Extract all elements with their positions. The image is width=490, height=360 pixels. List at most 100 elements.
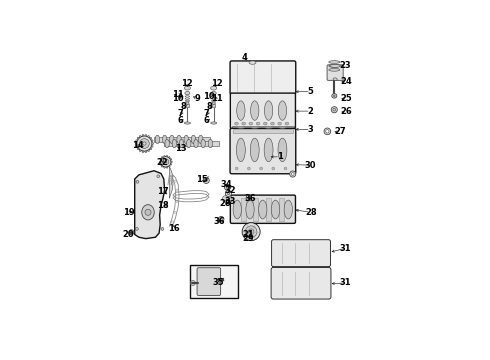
Text: 28: 28 — [220, 199, 231, 208]
FancyBboxPatch shape — [230, 93, 295, 129]
Ellipse shape — [245, 226, 257, 238]
Ellipse shape — [157, 175, 160, 177]
Ellipse shape — [284, 167, 287, 170]
Text: 5: 5 — [308, 87, 314, 96]
Ellipse shape — [235, 167, 238, 170]
Ellipse shape — [235, 122, 238, 125]
Ellipse shape — [237, 101, 245, 120]
Ellipse shape — [278, 138, 287, 162]
Ellipse shape — [333, 108, 336, 111]
Ellipse shape — [151, 140, 153, 141]
Text: 4: 4 — [241, 53, 247, 62]
Text: 33: 33 — [224, 197, 236, 206]
Text: 24: 24 — [340, 77, 352, 86]
Ellipse shape — [264, 122, 267, 125]
Ellipse shape — [224, 184, 231, 190]
Ellipse shape — [271, 200, 280, 219]
FancyBboxPatch shape — [197, 268, 220, 296]
Text: 34: 34 — [220, 180, 232, 189]
Ellipse shape — [219, 216, 224, 222]
Ellipse shape — [136, 145, 137, 147]
Text: 2: 2 — [308, 107, 314, 116]
Text: 6: 6 — [204, 116, 210, 125]
Ellipse shape — [164, 167, 165, 168]
Text: 8: 8 — [180, 103, 186, 112]
Text: 13: 13 — [174, 144, 186, 153]
Text: 19: 19 — [123, 208, 134, 217]
Ellipse shape — [184, 135, 189, 144]
Ellipse shape — [143, 142, 146, 145]
Ellipse shape — [137, 136, 152, 151]
Ellipse shape — [247, 167, 250, 170]
Ellipse shape — [161, 228, 164, 230]
Bar — [186, 104, 189, 107]
Text: 23: 23 — [340, 61, 351, 70]
Ellipse shape — [272, 167, 275, 170]
Text: 22: 22 — [156, 158, 168, 167]
Ellipse shape — [163, 159, 169, 165]
Ellipse shape — [187, 139, 191, 148]
Ellipse shape — [136, 180, 139, 183]
Ellipse shape — [185, 91, 190, 95]
Ellipse shape — [151, 145, 153, 147]
Text: 26: 26 — [340, 107, 352, 116]
Ellipse shape — [203, 177, 209, 184]
Ellipse shape — [150, 138, 151, 139]
Text: 10: 10 — [203, 92, 215, 101]
Ellipse shape — [145, 151, 147, 153]
Ellipse shape — [233, 200, 242, 219]
Ellipse shape — [249, 122, 253, 125]
Text: 25: 25 — [340, 94, 352, 103]
Ellipse shape — [140, 135, 141, 137]
Ellipse shape — [164, 156, 165, 157]
Ellipse shape — [242, 122, 245, 125]
Ellipse shape — [169, 157, 170, 158]
Ellipse shape — [226, 186, 229, 189]
FancyBboxPatch shape — [271, 267, 331, 299]
Ellipse shape — [160, 164, 161, 165]
Ellipse shape — [179, 139, 184, 148]
Text: 16: 16 — [168, 224, 179, 233]
Ellipse shape — [264, 138, 273, 162]
Ellipse shape — [142, 205, 154, 220]
Ellipse shape — [278, 101, 287, 120]
Ellipse shape — [198, 135, 203, 144]
Ellipse shape — [329, 64, 340, 67]
Text: 3: 3 — [308, 125, 314, 134]
Ellipse shape — [194, 139, 198, 148]
Ellipse shape — [285, 122, 289, 125]
Ellipse shape — [246, 195, 252, 201]
Text: 29: 29 — [243, 234, 254, 243]
Bar — [232, 126, 294, 129]
Ellipse shape — [145, 209, 151, 215]
Ellipse shape — [166, 167, 168, 168]
Ellipse shape — [184, 122, 191, 124]
Ellipse shape — [165, 161, 167, 163]
Text: 30: 30 — [305, 161, 317, 170]
Text: 21: 21 — [243, 230, 254, 239]
Ellipse shape — [331, 107, 337, 113]
Text: 15: 15 — [196, 175, 208, 184]
Text: 36: 36 — [214, 217, 225, 226]
Polygon shape — [222, 195, 232, 203]
Text: 28: 28 — [305, 208, 317, 217]
Text: 11: 11 — [172, 90, 184, 99]
Ellipse shape — [260, 167, 263, 170]
Bar — [154, 137, 210, 141]
Ellipse shape — [147, 135, 149, 137]
Ellipse shape — [152, 143, 153, 144]
Bar — [253, 198, 258, 221]
FancyBboxPatch shape — [271, 240, 330, 267]
Ellipse shape — [250, 101, 259, 120]
Ellipse shape — [290, 171, 296, 177]
Ellipse shape — [136, 140, 137, 141]
Text: 10: 10 — [172, 94, 183, 103]
Ellipse shape — [191, 135, 196, 144]
Ellipse shape — [250, 138, 259, 162]
Ellipse shape — [191, 280, 196, 285]
Ellipse shape — [220, 218, 222, 220]
Text: 32: 32 — [224, 186, 236, 195]
Ellipse shape — [160, 159, 161, 160]
Ellipse shape — [279, 127, 286, 128]
Ellipse shape — [278, 122, 281, 125]
